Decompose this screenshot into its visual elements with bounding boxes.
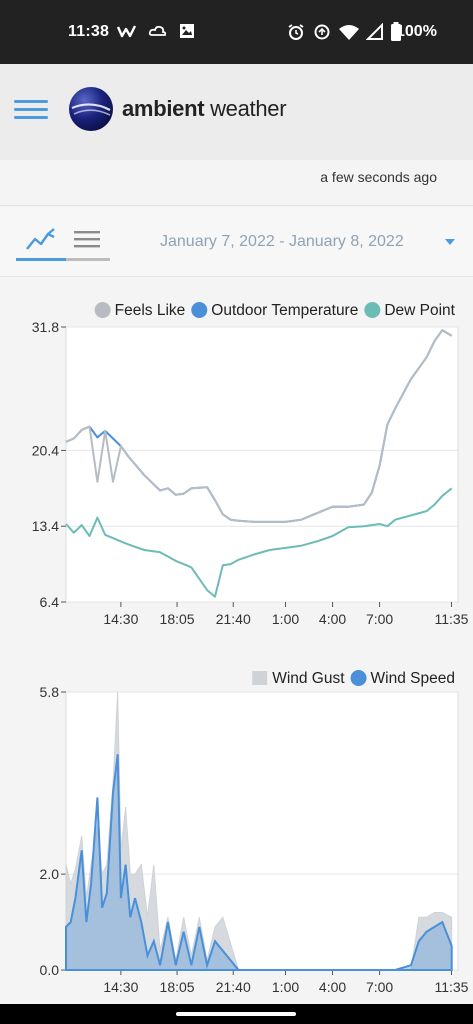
- x-tick-label: 18:05: [160, 979, 195, 995]
- home-gesture-handle[interactable]: [176, 1012, 296, 1016]
- x-tick-label: 14:30: [103, 611, 138, 627]
- status-left-icons: [116, 22, 196, 40]
- series-dew-point: [65, 487, 453, 598]
- logo-text-bold: ambient: [122, 96, 205, 121]
- w-app-icon: [116, 25, 137, 38]
- legend-swatch-dew-point[interactable]: [364, 302, 381, 318]
- legend-swatch-wind-speed[interactable]: [350, 670, 367, 686]
- legend-label: Dew Point: [384, 302, 455, 319]
- legend-swatch-outdoor-temperature[interactable]: [191, 302, 208, 318]
- y-tick-label: 13.4: [32, 518, 59, 534]
- legend-label: Outdoor Temperature: [211, 302, 358, 319]
- temperature-chart: 31.8 20.4 13.4 6.4 14:30 18:05 21:40 1:00 4:00 7:…: [0, 290, 473, 635]
- x-tick-label: 21:40: [216, 611, 251, 627]
- y-tick-label: 0.0: [40, 962, 60, 978]
- x-tick-label: 7:00: [366, 979, 393, 995]
- legend-label: Feels Like: [115, 302, 186, 319]
- logo-text: ambient weather: [122, 96, 287, 122]
- legend-swatch-feels-like[interactable]: [94, 302, 111, 318]
- status-time: 11:38: [68, 23, 110, 40]
- x-tick-label: 11:35: [434, 979, 468, 995]
- y-tick-label: 20.4: [32, 442, 59, 458]
- x-tick-label: 21:40: [216, 979, 251, 995]
- updated-bar: a few seconds ago: [0, 160, 473, 206]
- alarm-icon: [288, 24, 304, 40]
- chevron-down-icon[interactable]: [445, 239, 455, 245]
- sync-icon: [314, 24, 330, 40]
- logo-globe-icon: [69, 87, 113, 131]
- y-tick-label: 31.8: [32, 319, 59, 335]
- app-header: ambient weather: [0, 64, 473, 160]
- temperature-chart-svg: 31.8 20.4 13.4 6.4 14:30 18:05 21:40 1:00 4:00 7:…: [32, 302, 469, 627]
- signal-icon: [366, 23, 383, 40]
- last-updated-text: a few seconds ago: [320, 169, 437, 185]
- image-icon: [180, 24, 194, 38]
- logo-text-light: weather: [210, 96, 287, 121]
- legend-swatch-wind-gust[interactable]: [252, 671, 268, 685]
- toolbar: January 7, 2022 - January 8, 2022: [0, 207, 473, 277]
- x-tick-label: 4:00: [319, 979, 346, 995]
- legend-label: Wind Speed: [371, 670, 455, 687]
- x-tick-label: 4:00: [319, 611, 346, 627]
- x-tick-label: 1:00: [272, 611, 299, 627]
- y-tick-label: 2.0: [40, 866, 60, 882]
- cloud-icon: [148, 25, 167, 36]
- x-tick-label: 14:30: [103, 979, 138, 995]
- status-right-icons: [286, 22, 402, 42]
- y-tick-label: 6.4: [40, 594, 60, 610]
- legend-label: Wind Gust: [272, 670, 345, 687]
- table-list-icon: [74, 231, 100, 248]
- series-feels-like: [65, 329, 453, 523]
- graph-icon: [26, 228, 55, 250]
- wind-chart-svg: 5.8 2.0 0.0 14:30 18:05 21:40 1:00 4:00 7:00 11:3…: [40, 670, 469, 995]
- hamburger-menu-icon[interactable]: [14, 100, 50, 124]
- x-tick-label: 18:05: [160, 611, 195, 627]
- tab-graph[interactable]: [16, 219, 66, 261]
- date-range-selector[interactable]: January 7, 2022 - January 8, 2022: [160, 233, 404, 250]
- wifi-icon: [339, 25, 359, 40]
- plot-area: [65, 326, 459, 603]
- logo: ambient weather: [68, 86, 287, 132]
- x-tick-label: 7:00: [366, 611, 393, 627]
- battery-icon: [391, 22, 401, 41]
- tab-table[interactable]: [66, 219, 110, 261]
- x-tick-label: 11:35: [434, 611, 468, 627]
- status-bar: 11:38 100%: [0, 0, 473, 64]
- wind-chart: 5.8 2.0 0.0 14:30 18:05 21:40 1:00 4:00 7:00 11:3…: [0, 660, 473, 1002]
- series-wind-speed: [65, 754, 453, 971]
- battery-percentage: 100%: [396, 23, 437, 40]
- y-tick-label: 5.8: [40, 684, 60, 700]
- x-tick-label: 1:00: [272, 979, 299, 995]
